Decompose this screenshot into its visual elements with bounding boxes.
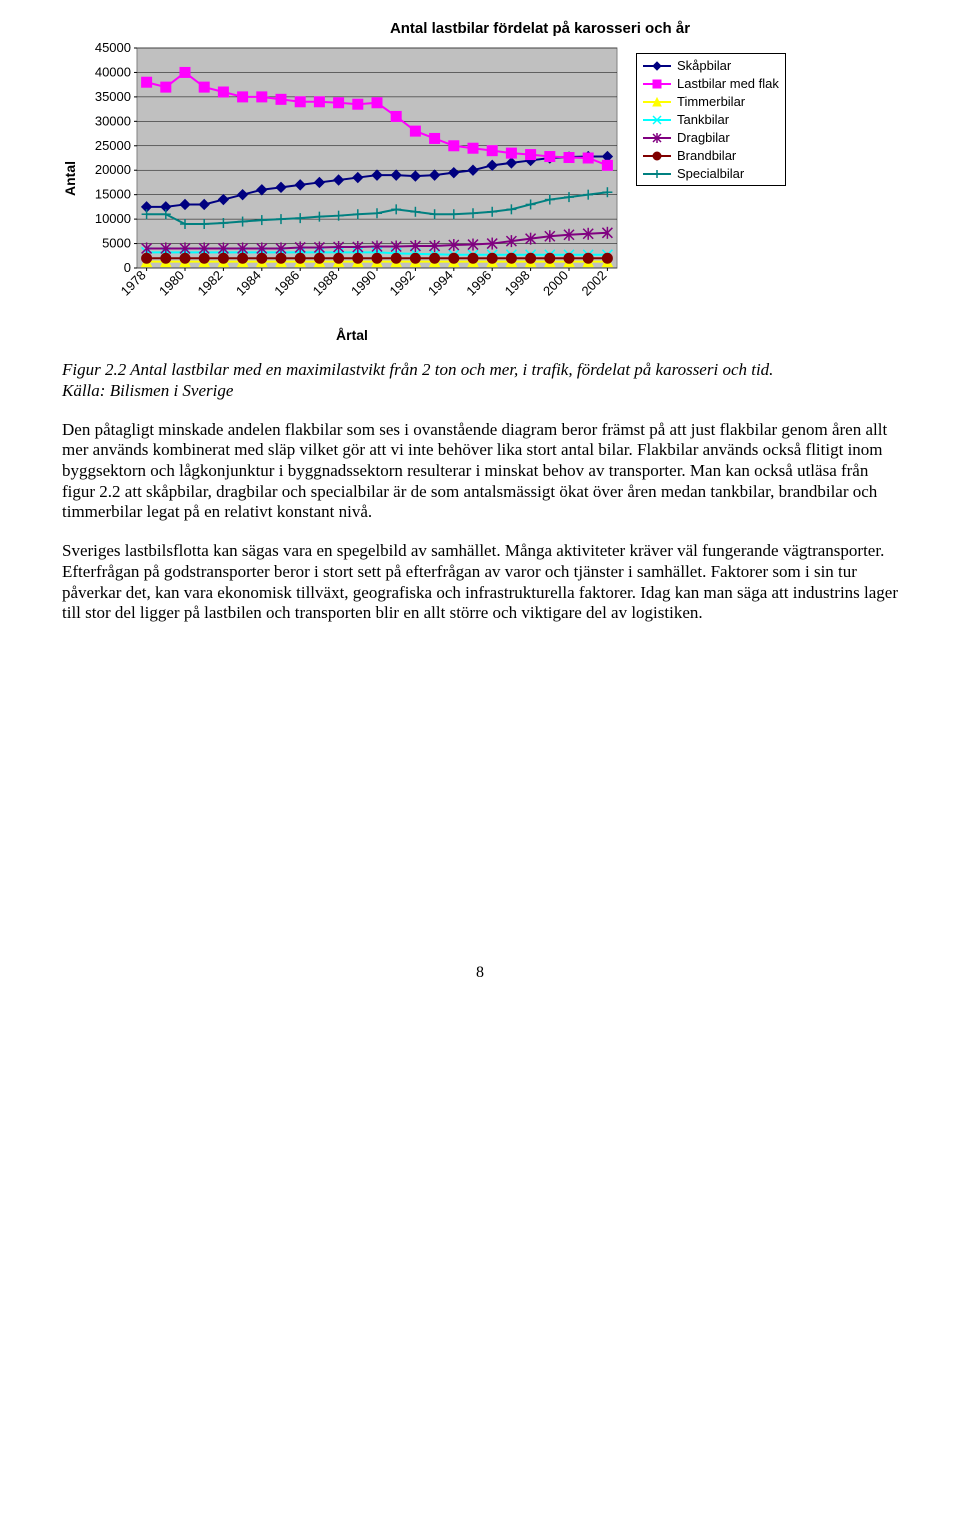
svg-text:1980: 1980: [156, 268, 187, 299]
legend-label: Tankbilar: [677, 112, 729, 127]
svg-text:2000: 2000: [540, 268, 571, 299]
figure-caption: Figur 2.2 Antal lastbilar med en maximil…: [62, 359, 898, 402]
legend-label: Dragbilar: [677, 130, 730, 145]
legend-item: Timmerbilar: [643, 94, 779, 109]
svg-text:1986: 1986: [271, 268, 302, 299]
svg-text:1998: 1998: [502, 268, 533, 299]
legend-item: Lastbilar med flak: [643, 76, 779, 91]
svg-text:0: 0: [124, 260, 131, 275]
legend-item: Tankbilar: [643, 112, 779, 127]
page-number: 8: [62, 964, 898, 982]
svg-text:25000: 25000: [95, 138, 131, 153]
svg-text:1992: 1992: [386, 268, 417, 299]
y-axis-label: Antal: [62, 161, 78, 196]
legend-label: Skåpbilar: [677, 58, 731, 73]
legend-label: Specialbilar: [677, 166, 744, 181]
paragraph: Den påtagligt minskade andelen flakbilar…: [62, 420, 898, 524]
paragraph: Sveriges lastbilsflotta kan sägas vara e…: [62, 541, 898, 624]
legend-label: Lastbilar med flak: [677, 76, 779, 91]
svg-text:1984: 1984: [233, 268, 264, 299]
svg-text:1996: 1996: [463, 268, 494, 299]
x-axis-label: Årtal: [82, 327, 622, 343]
svg-text:20000: 20000: [95, 162, 131, 177]
svg-text:35000: 35000: [95, 89, 131, 104]
svg-text:1994: 1994: [425, 268, 456, 299]
legend-item: Dragbilar: [643, 130, 779, 145]
svg-text:1988: 1988: [310, 268, 341, 299]
line-chart: 0 5000 10000 15000 20000 25000 30000 35000 40000…: [82, 43, 622, 323]
chart-title: Antal lastbilar fördelat på karosseri oc…: [182, 20, 898, 37]
legend-label: Brandbilar: [677, 148, 736, 163]
svg-text:1990: 1990: [348, 268, 379, 299]
svg-text:30000: 30000: [95, 113, 131, 128]
svg-text:15000: 15000: [95, 187, 131, 202]
svg-text:10000: 10000: [95, 211, 131, 226]
svg-text:1982: 1982: [194, 268, 225, 299]
legend-label: Timmerbilar: [677, 94, 745, 109]
svg-text:40000: 40000: [95, 64, 131, 79]
svg-text:1978: 1978: [118, 268, 149, 299]
legend-item: Specialbilar: [643, 166, 779, 181]
chart-legend: Skåpbilar Lastbilar med flak Timmerbilar Ta…: [636, 53, 786, 186]
svg-text:5000: 5000: [102, 236, 131, 251]
svg-text:2002: 2002: [578, 268, 609, 299]
legend-item: Brandbilar: [643, 148, 779, 163]
svg-text:45000: 45000: [95, 43, 131, 55]
chart-container: Antal 0 5000 10000 15000 20000 25000 30000 3500…: [62, 43, 898, 343]
legend-item: Skåpbilar: [643, 58, 779, 73]
body-text-container: Den påtagligt minskade andelen flakbilar…: [62, 420, 898, 625]
